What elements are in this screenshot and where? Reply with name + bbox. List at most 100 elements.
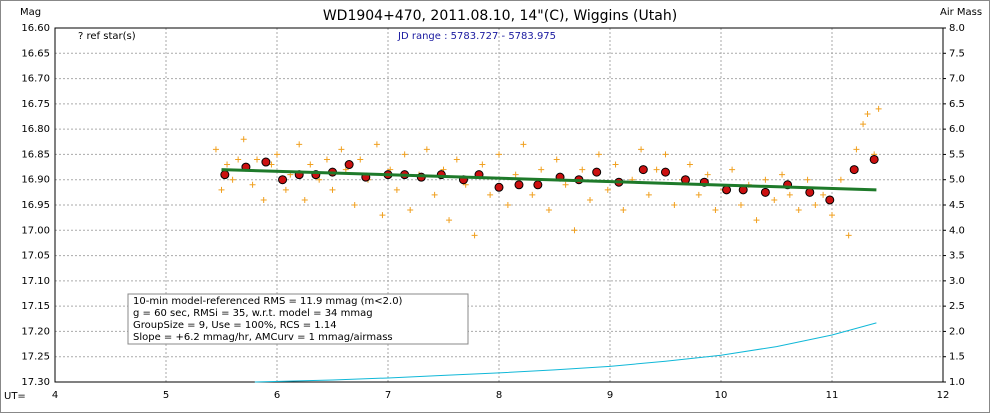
cross-point <box>338 146 345 153</box>
cross-point <box>520 141 527 148</box>
y-tick-label: 16.85 <box>21 149 50 160</box>
dot-point <box>261 157 271 167</box>
dot-point <box>760 187 770 197</box>
cross-point <box>254 156 261 163</box>
dot-point <box>825 195 835 205</box>
cross-point <box>479 161 486 168</box>
x-tick-label: 9 <box>607 390 613 401</box>
cross-point <box>296 141 303 148</box>
y2-tick-label: 3.5 <box>949 251 965 262</box>
cross-point <box>218 186 225 193</box>
x-tick-label: 10 <box>715 390 728 401</box>
cross-point <box>323 156 330 163</box>
cross-point <box>212 146 219 153</box>
cross-point <box>240 136 247 143</box>
cross-point <box>307 161 314 168</box>
y-tick-label: 16.75 <box>21 99 50 110</box>
cross-point <box>407 207 414 214</box>
dot-point <box>494 182 504 192</box>
y2-tick-label: 4.0 <box>949 225 965 236</box>
dot-point <box>533 180 543 190</box>
dot-point <box>278 175 288 185</box>
y-tick-label: 17.00 <box>21 225 50 236</box>
y-tick-label: 16.60 <box>21 23 50 34</box>
y-tick-label: 16.95 <box>21 200 50 211</box>
cross-point <box>712 207 719 214</box>
cross-point <box>587 196 594 203</box>
dot-point <box>344 160 354 170</box>
cross-point <box>487 191 494 198</box>
cross-point <box>329 186 336 193</box>
cross-point <box>496 151 502 158</box>
cross-point <box>512 171 519 178</box>
cross-point <box>401 151 408 158</box>
cross-point <box>829 212 835 219</box>
info-line: Slope = +6.2 mmag/hr, AMCurv = 1 mmag/ai… <box>133 332 393 343</box>
cross-point <box>845 232 852 239</box>
cross-point <box>820 191 827 198</box>
cross-point <box>274 151 280 158</box>
cross-point <box>779 171 786 178</box>
y2-tick-label: 6.0 <box>949 124 965 135</box>
chart-title: WD1904+470, 2011.08.10, 14"(C), Wiggins … <box>323 8 677 24</box>
x-tick-label: 6 <box>274 390 280 401</box>
y2-tick-label: 5.0 <box>949 175 965 186</box>
y-tick-label: 17.15 <box>21 301 50 312</box>
cross-point <box>645 191 652 198</box>
cross-point <box>316 176 323 183</box>
cross-point <box>864 110 871 117</box>
cross-point <box>671 202 678 208</box>
dot-point <box>592 167 602 177</box>
annotation: JD range : 5783.727 - 5783.975 <box>397 31 556 42</box>
cross-point <box>260 196 267 203</box>
cross-point <box>562 181 569 188</box>
dot-point <box>514 180 524 190</box>
y2-tick-label: 4.5 <box>949 200 965 211</box>
cross-point <box>729 166 736 173</box>
series-line <box>254 322 877 383</box>
info-line: GroupSize = 9, Use = 100%, RCS = 1.14 <box>133 320 337 331</box>
y2-axis-label: Air Mass <box>940 7 982 18</box>
x-axis-label: UT= <box>4 391 26 402</box>
cross-point <box>379 212 386 219</box>
cross-point <box>620 207 627 214</box>
cross-point <box>529 191 536 198</box>
y-tick-label: 17.25 <box>21 352 50 363</box>
y2-tick-label: 7.5 <box>949 48 965 59</box>
cross-point <box>638 146 645 153</box>
cross-point <box>423 146 430 153</box>
cross-point <box>875 105 882 112</box>
cross-point <box>595 151 602 158</box>
cross-point <box>393 186 400 193</box>
cross-point <box>504 202 511 208</box>
y-tick-label: 16.80 <box>21 124 50 135</box>
cross-point <box>753 217 760 224</box>
dot-point <box>805 187 815 197</box>
dot-point <box>722 185 732 195</box>
x-tick-label: 7 <box>385 390 391 401</box>
cross-point <box>853 146 860 153</box>
cross-point <box>795 207 802 214</box>
cross-point <box>538 166 545 173</box>
cross-point <box>282 186 289 193</box>
cross-point <box>373 141 380 148</box>
cross-point <box>860 121 867 128</box>
x-tick-label: 5 <box>163 390 169 401</box>
cross-point <box>771 196 778 203</box>
cross-point <box>686 161 693 168</box>
cross-point <box>553 156 560 163</box>
cross-point <box>662 151 669 158</box>
x-tick-label: 8 <box>496 390 502 401</box>
cross-point <box>653 166 660 173</box>
y-tick-label: 17.30 <box>21 377 50 388</box>
y-tick-label: 17.10 <box>21 276 50 287</box>
cross-point <box>351 202 358 208</box>
info-line: 10-min model-referenced RMS = 11.9 mmag … <box>133 296 403 307</box>
dot-point <box>220 170 230 180</box>
plot-border <box>54 27 944 383</box>
y2-tick-label: 1.0 <box>949 377 965 388</box>
y2-tick-label: 2.5 <box>949 301 965 312</box>
cross-point <box>837 176 844 183</box>
cross-point <box>786 191 793 198</box>
